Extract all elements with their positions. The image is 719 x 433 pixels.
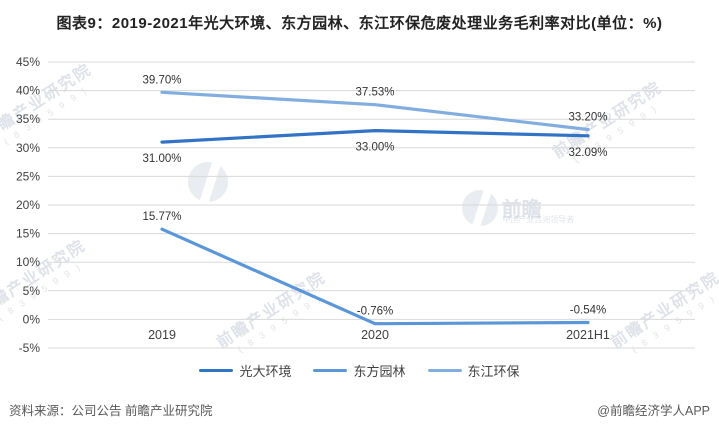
data-label: 15.77% xyxy=(142,211,181,223)
legend-swatch xyxy=(199,369,234,372)
data-label: -0.54% xyxy=(570,304,606,316)
line-chart: 45% 40% 35% 30% 25% 20% 15% 10% 5% 0% -5% 2019 2020 2… xyxy=(16,55,695,355)
credit-note: @前瞻经济学人APP xyxy=(597,404,710,418)
data-label: 33.00% xyxy=(355,142,394,154)
legend-label: 东江环保 xyxy=(467,364,520,379)
source-note: 资料来源：公司公告 前瞻产业研究院 xyxy=(9,404,213,418)
x-tick-label: 2020 xyxy=(361,328,389,342)
data-label: 39.70% xyxy=(142,74,181,86)
data-label: 31.00% xyxy=(142,153,181,165)
y-tick-label: 25% xyxy=(16,169,40,183)
y-tick-label: -5% xyxy=(19,341,41,355)
y-tick-label: 10% xyxy=(16,255,40,269)
data-label: 33.20% xyxy=(568,111,607,123)
y-tick-label: 5% xyxy=(23,284,41,298)
legend-item-东方园林[interactable]: 东方园林 xyxy=(313,361,406,380)
data-label: 32.09% xyxy=(568,147,607,159)
legend-swatch xyxy=(427,369,462,372)
legend-label: 东方园林 xyxy=(353,364,406,379)
chart-footer: 资料来源：公司公告 前瞻产业研究院 @前瞻经济学人APP xyxy=(0,400,719,419)
y-tick-label: 20% xyxy=(16,198,40,212)
y-tick-label: 35% xyxy=(16,112,40,126)
series-line-东江环保 xyxy=(160,90,590,132)
legend-item-光大环境[interactable]: 光大环境 xyxy=(199,361,291,380)
y-tick-label: 15% xyxy=(16,227,40,241)
chart-title: 图表9：2019-2021年光大环境、东方园林、东江环保危废处理业务毛利率对比(… xyxy=(56,15,663,32)
y-tick-label: 40% xyxy=(16,84,40,98)
legend-label: 光大环境 xyxy=(239,364,292,379)
data-label: -0.76% xyxy=(357,306,393,318)
y-tick-label: 30% xyxy=(16,141,40,155)
series-line-东方园林 xyxy=(160,227,590,326)
y-tick-label: 0% xyxy=(23,312,41,326)
x-tick-label: 2021H1 xyxy=(566,328,610,342)
chart-legend: 光大环境 东方园林 东江环保 xyxy=(0,361,719,380)
y-tick-label: 45% xyxy=(16,55,40,69)
legend-item-东江环保[interactable]: 东江环保 xyxy=(427,361,520,380)
series-line-光大环境 xyxy=(160,129,590,144)
legend-swatch xyxy=(313,369,348,372)
x-tick-label: 2019 xyxy=(148,328,176,342)
data-label: 37.53% xyxy=(355,87,394,99)
